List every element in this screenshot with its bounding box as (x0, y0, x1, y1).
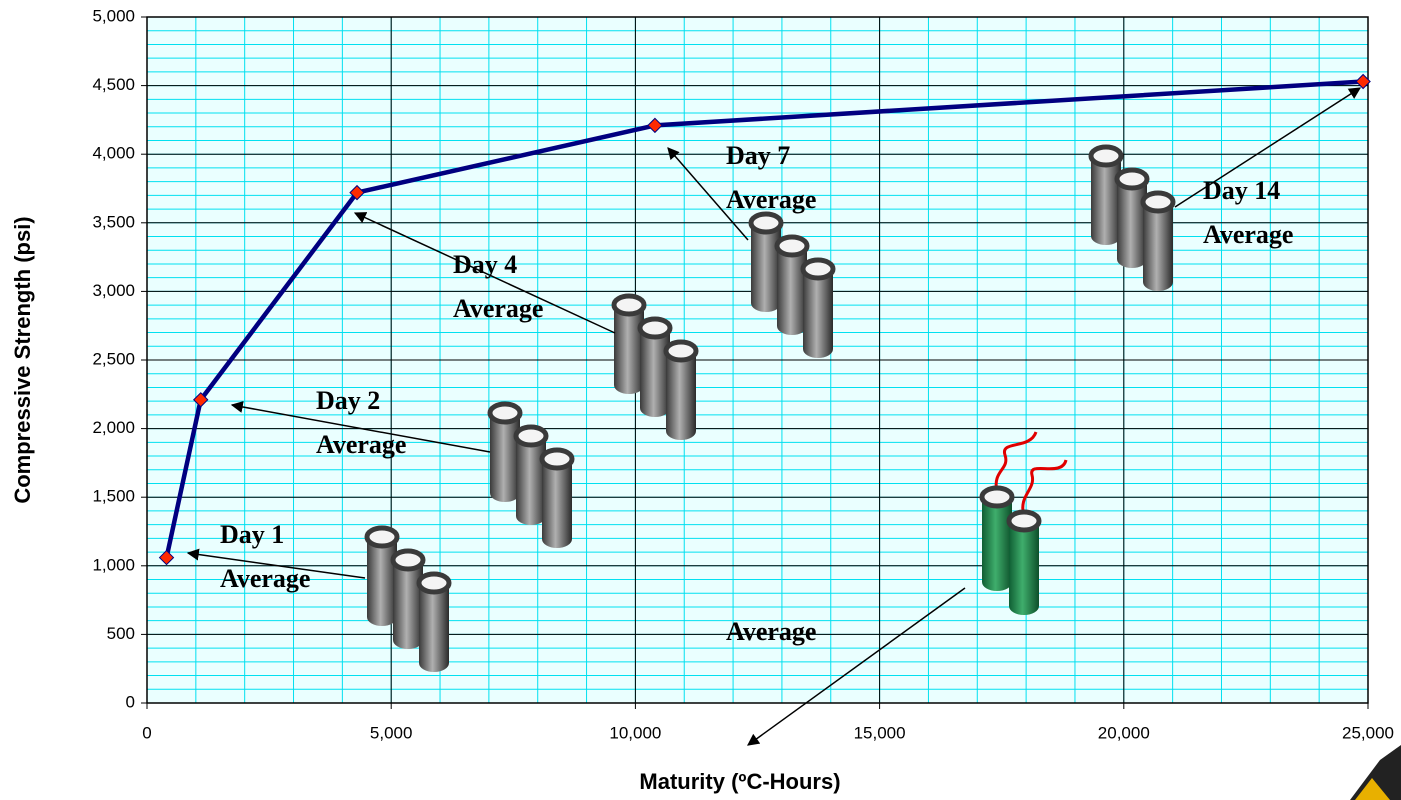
y-tick-label: 4,000 (92, 144, 135, 163)
cylinder-body (640, 328, 670, 417)
cylinder-body (1143, 202, 1173, 291)
cylinder-top (982, 488, 1012, 506)
cylinder-body (777, 246, 807, 335)
cylinder-top (1009, 512, 1039, 530)
y-axis-title: Compressive Strength (psi) (10, 216, 35, 503)
x-tick-label: 20,000 (1098, 723, 1150, 742)
y-tick-label: 1,500 (92, 487, 135, 506)
x-tick-label: 0 (142, 723, 151, 742)
annotation: Average (1203, 220, 1293, 249)
cylinder-top (803, 260, 833, 278)
cylinder-body (1009, 521, 1039, 615)
cylinder-body (516, 436, 546, 525)
cylinder-top (614, 296, 644, 314)
y-tick-label: 3,500 (92, 212, 135, 231)
annotation: Day 14 (1203, 176, 1280, 205)
cylinder-top (516, 427, 546, 445)
logo (1350, 745, 1401, 800)
cylinder-top (666, 342, 696, 360)
chart: Maturity (ºC-Hours) Compressive Strength… (0, 0, 1401, 800)
annotation: Day 2 (316, 386, 380, 415)
cylinder-top (640, 319, 670, 337)
cylinder-top (393, 551, 423, 569)
x-axis-title: Maturity (ºC-Hours) (639, 769, 840, 794)
y-tick-label: 5,000 (92, 6, 135, 25)
cylinder-body (982, 497, 1012, 591)
x-tick-label: 25,000 (1342, 723, 1394, 742)
cylinder-top (419, 574, 449, 592)
x-tick-label: 5,000 (370, 723, 413, 742)
annotation: Average (726, 617, 816, 646)
cylinder-body (803, 269, 833, 358)
y-tick-label: 2,000 (92, 418, 135, 437)
annotation: Average (726, 185, 816, 214)
cylinder-top (1143, 193, 1173, 211)
y-tick-label: 1,000 (92, 555, 135, 574)
cylinder-body (614, 305, 644, 394)
cylinder-top (542, 450, 572, 468)
annotation: Average (220, 564, 310, 593)
cylinder-body (1091, 156, 1121, 245)
annotation: Average (453, 294, 543, 323)
cylinder-body (419, 583, 449, 672)
annotation: Day 1 (220, 520, 284, 549)
cylinder-top (1091, 147, 1121, 165)
annotation: Day 4 (453, 250, 517, 279)
cylinder-body (1117, 179, 1147, 268)
y-tick-label: 500 (107, 624, 135, 643)
cylinder-body (393, 560, 423, 649)
cylinder-body (367, 537, 397, 626)
cylinder-top (367, 528, 397, 546)
cylinder-top (751, 214, 781, 232)
y-tick-label: 2,500 (92, 349, 135, 368)
cylinder-body (751, 223, 781, 312)
cylinder-top (1117, 170, 1147, 188)
cylinder-body (490, 413, 520, 502)
cylinder-body (542, 459, 572, 548)
cylinder-body (666, 351, 696, 440)
annotation: Average (316, 430, 406, 459)
x-tick-label: 15,000 (854, 723, 906, 742)
x-tick-label: 10,000 (609, 723, 661, 742)
cylinder-top (777, 237, 807, 255)
annotation: Day 7 (726, 141, 790, 170)
y-tick-label: 0 (126, 692, 135, 711)
cylinder-top (490, 404, 520, 422)
y-tick-label: 4,500 (92, 75, 135, 94)
y-tick-label: 3,000 (92, 281, 135, 300)
